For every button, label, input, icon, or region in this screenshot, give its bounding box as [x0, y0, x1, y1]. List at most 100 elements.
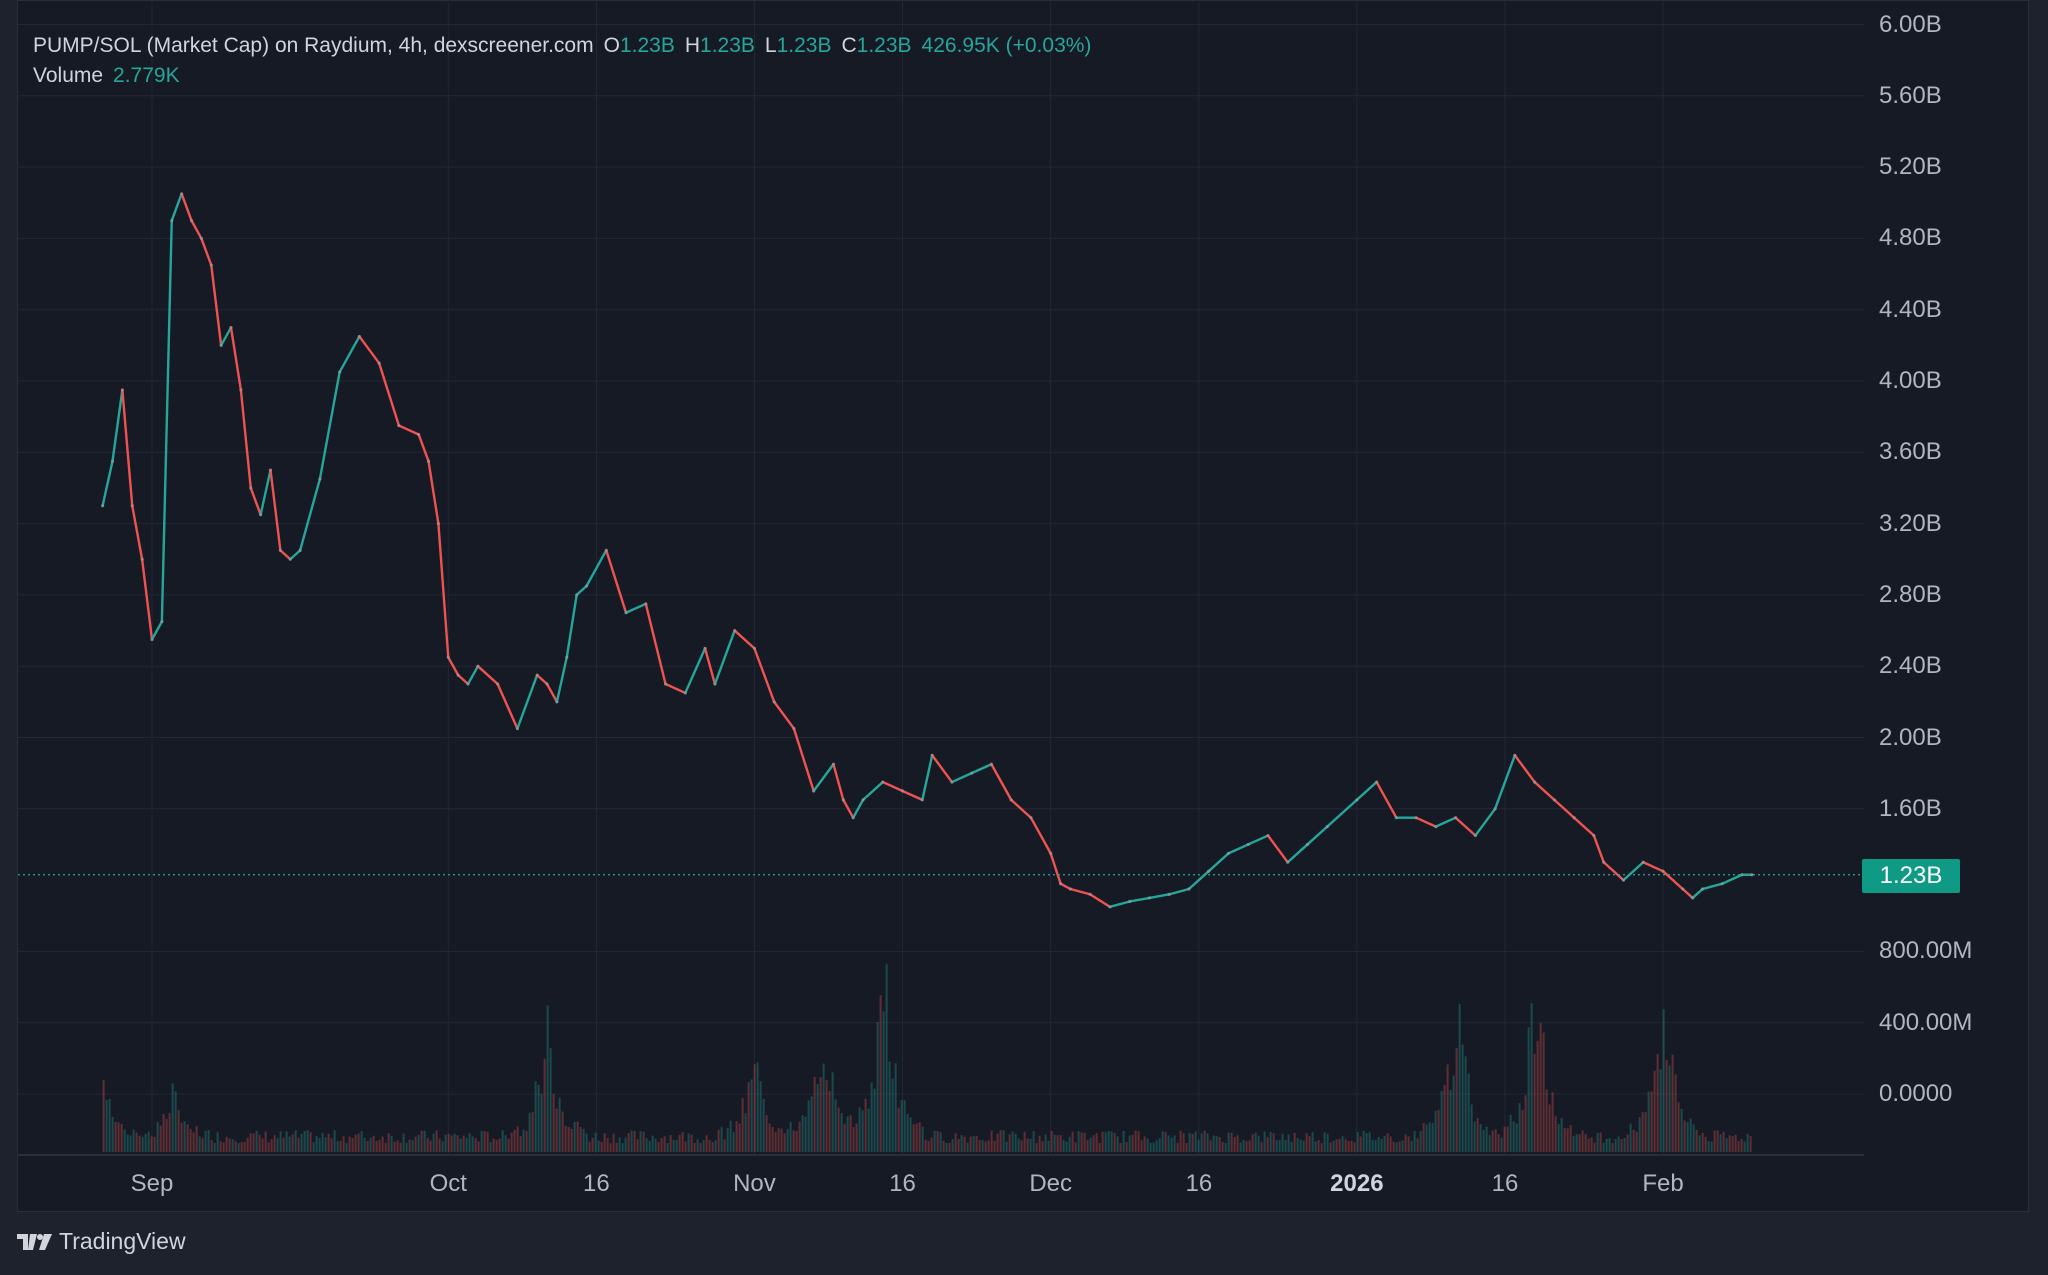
volume-bar [1698, 1135, 1701, 1152]
volume-bar [759, 1081, 762, 1152]
y-tick-label: 3.20B [1879, 509, 1942, 537]
volume-bar [237, 1143, 240, 1152]
volume-bar [219, 1141, 222, 1152]
volume-bar [1677, 1102, 1680, 1152]
volume-bar [645, 1138, 648, 1152]
volume-bar [699, 1143, 702, 1152]
volume-bar [510, 1132, 513, 1152]
volume-bar [1332, 1140, 1335, 1152]
volume-bar [1329, 1142, 1332, 1152]
volume-bar [1353, 1142, 1356, 1152]
volume-bar [1320, 1143, 1323, 1152]
price-point [259, 513, 263, 517]
volume-bar [744, 1113, 747, 1152]
volume-bar [1539, 1023, 1542, 1152]
price-point [446, 655, 450, 659]
volume-bar [1716, 1130, 1719, 1152]
price-point [545, 682, 549, 686]
volume-bar [381, 1136, 384, 1152]
volume-bar [1068, 1136, 1071, 1152]
volume-bar [177, 1110, 180, 1152]
volume-bar [795, 1131, 798, 1152]
volume-bar [261, 1138, 264, 1152]
volume-bar [1350, 1140, 1353, 1152]
volume-bar [1209, 1140, 1212, 1152]
volume-bar [750, 1079, 753, 1152]
volume-bar [366, 1140, 369, 1152]
volume-bar [1149, 1142, 1152, 1152]
volume-bar [696, 1139, 699, 1152]
price-chart[interactable] [0, 0, 2048, 1212]
volume-bar [966, 1142, 969, 1152]
volume-bar [1200, 1133, 1203, 1152]
volume-bar [1377, 1137, 1380, 1152]
price-segment [1207, 852, 1230, 873]
price-segment [1089, 893, 1112, 909]
price-segment [851, 798, 865, 819]
volume-bar [1137, 1131, 1140, 1152]
price-point [397, 423, 401, 428]
volume-bar [1386, 1133, 1389, 1152]
volume-bar [546, 1005, 549, 1152]
volume-bar [300, 1133, 303, 1152]
price-segment [555, 656, 568, 704]
volume-bar [600, 1141, 603, 1152]
chart-frame[interactable] [17, 0, 2029, 1212]
volume-bar [474, 1138, 477, 1152]
volume-bar [1395, 1142, 1398, 1152]
volume-bar [1212, 1135, 1215, 1152]
volume-bar [423, 1130, 426, 1152]
price-point [456, 673, 460, 677]
volume-bar [321, 1132, 324, 1152]
price-segment [1434, 816, 1457, 828]
volume-bar [1251, 1134, 1254, 1152]
volume-bar [882, 1011, 885, 1152]
tradingview-brand[interactable]: TradingView [17, 1228, 186, 1255]
volume-bar [585, 1133, 588, 1152]
price-segment [1513, 754, 1536, 784]
price-point [1750, 873, 1754, 877]
volume-bar [945, 1142, 948, 1152]
volume-bar [1503, 1126, 1506, 1152]
volume-bar [1338, 1138, 1341, 1152]
volume-bar [1059, 1135, 1062, 1152]
price-point [170, 218, 174, 223]
volume-bar [1692, 1124, 1695, 1152]
volume-bar [543, 1058, 546, 1152]
volume-bar [1275, 1139, 1278, 1152]
volume-bar [258, 1134, 261, 1152]
volume-bar [1662, 1009, 1665, 1152]
low-label: L [764, 34, 777, 57]
price-segment [1622, 861, 1645, 882]
price-segment [772, 700, 796, 730]
volume-bar [465, 1138, 468, 1152]
volume-bar [972, 1136, 975, 1152]
volume-bar [1248, 1140, 1251, 1152]
price-layer [18, 192, 1864, 909]
volume-bar [123, 1129, 126, 1152]
volume-bar [438, 1138, 441, 1152]
price-segment [210, 263, 223, 347]
price-point [219, 343, 223, 347]
price-segment [1069, 887, 1092, 896]
volume-bar [1602, 1142, 1605, 1152]
volume-bar [675, 1140, 678, 1152]
volume-bar [660, 1138, 663, 1152]
volume-bar [762, 1099, 765, 1152]
volume-bar [1407, 1136, 1410, 1152]
price-segment [535, 673, 549, 686]
price-point [970, 771, 974, 775]
volume-bar [1686, 1122, 1689, 1152]
volume-bar [885, 964, 888, 1152]
volume-bar [1086, 1140, 1089, 1152]
volume-bar [792, 1130, 795, 1152]
volume-bar [1710, 1141, 1713, 1152]
volume-bar [450, 1135, 453, 1152]
price-point [101, 504, 105, 508]
volume-bar [630, 1130, 633, 1152]
volume-bar [117, 1122, 120, 1152]
volume-bar [1053, 1134, 1056, 1152]
volume-bar [1647, 1091, 1650, 1152]
volume-bar [126, 1134, 129, 1152]
x-tick-label: 16 [1185, 1170, 1213, 1197]
